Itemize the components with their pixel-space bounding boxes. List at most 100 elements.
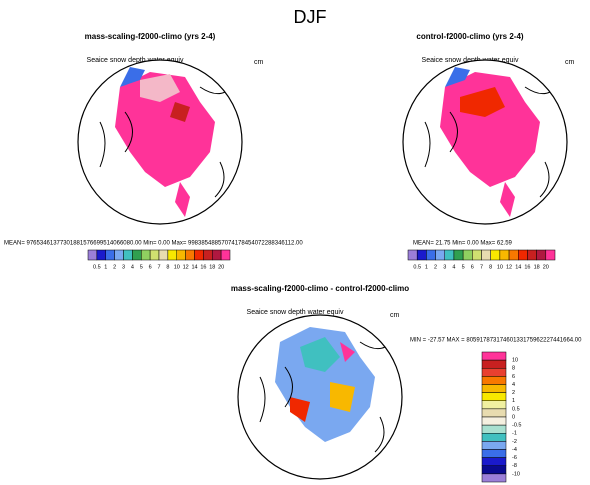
colorbar-box: [141, 249, 151, 261]
colorbar-box: [132, 249, 142, 261]
colorbar-label: 20: [543, 264, 549, 270]
colorbar-label: 18: [209, 264, 215, 270]
colorbar-box: [220, 249, 231, 261]
colorbar-label: 12: [506, 264, 512, 270]
colorbar-label: -1: [512, 431, 517, 437]
colorbar-box: [481, 416, 507, 426]
colorbar-box: [481, 408, 507, 418]
colorbar-box: [194, 249, 204, 261]
units: cm: [390, 312, 400, 319]
colorbar-box: [185, 249, 195, 261]
colorbar-label: 0.5: [413, 264, 421, 270]
colorbar-box: [167, 249, 177, 261]
colorbar-box: [481, 449, 507, 458]
colorbar-label: 5: [462, 264, 465, 270]
stats: MIN = -27.57 MAX = 805917873174601331759…: [410, 338, 582, 344]
colorbar-box: [462, 249, 473, 261]
colorbar-label: 20: [218, 264, 224, 270]
map: [77, 59, 243, 225]
colorbar-label: 6: [149, 264, 152, 270]
colorbar-box: [481, 400, 507, 410]
colorbar-label: 16: [524, 264, 530, 270]
colorbar-box: [481, 424, 507, 434]
colorbar-label: 18: [534, 264, 540, 270]
colorbar-label: 8: [489, 264, 492, 270]
colorbar-label: 3: [443, 264, 446, 270]
colorbar-box: [499, 249, 510, 261]
colorbar-box: [105, 249, 115, 261]
colorbar-box: [481, 465, 507, 475]
colorbar-box: [416, 249, 427, 261]
colorbar-box: [453, 249, 464, 261]
panel-title: mass-scaling-f2000-climo - control-f2000…: [231, 284, 409, 293]
colorbar-label: 6: [512, 374, 515, 380]
colorbar-box: [527, 249, 537, 261]
colorbar-box: [490, 249, 501, 261]
colorbar-box: [481, 433, 507, 442]
colorbar-box: [444, 249, 455, 261]
colorbar-box: [508, 249, 519, 261]
colorbar-label: -2: [512, 439, 517, 445]
units: cm: [565, 59, 575, 66]
colorbar-label: -10: [512, 471, 520, 477]
colorbar-box: [407, 249, 418, 261]
colorbar-label: 5: [140, 264, 143, 270]
colorbar-label: 2: [512, 390, 515, 396]
colorbar-label: 0.5: [512, 406, 520, 412]
colorbar-box: [149, 249, 160, 261]
colorbar-label: 4: [131, 264, 134, 270]
colorbar-box: [481, 384, 507, 393]
panel-title: control-f2000-climo (yrs 2-4): [416, 32, 523, 41]
colorbar-label: -4: [512, 447, 517, 453]
colorbar-box: [481, 457, 507, 466]
colorbar-box: [87, 249, 98, 261]
colorbar-label: 4: [452, 264, 455, 270]
colorbar-box: [212, 249, 222, 261]
colorbar-label: 4: [512, 382, 515, 388]
colorbar-box: [481, 441, 507, 450]
colorbar-box: [176, 249, 186, 261]
colorbar-label: 6: [471, 264, 474, 270]
colorbar-label: 14: [191, 264, 197, 270]
colorbar-box: [481, 359, 507, 369]
colorbar-box: [518, 249, 528, 261]
colorbar-label: 2: [434, 264, 437, 270]
colorbar-label: -8: [512, 463, 517, 469]
colorbar-box: [481, 249, 491, 261]
map: [402, 59, 568, 225]
colorbar-box: [481, 376, 507, 385]
colorbar-label: 12: [183, 264, 189, 270]
colorbar-label: 1: [425, 264, 428, 270]
colorbar-box: [435, 249, 445, 261]
colorbar-label: 16: [200, 264, 206, 270]
colorbar-box: [545, 249, 556, 261]
colorbar-label: 0.5: [93, 264, 101, 270]
colorbar-label: 10: [174, 264, 180, 270]
colorbar-box: [96, 249, 106, 261]
colorbar-box: [123, 249, 133, 261]
colorbar-box: [481, 368, 507, 377]
colorbar-box: [481, 392, 507, 401]
colorbar-box: [481, 351, 507, 361]
panel-title: mass-scaling-f2000-climo (yrs 2-4): [85, 32, 216, 41]
stats: MEAN= 21.75 Min= 0.00 Max= 62.59: [413, 241, 513, 247]
colorbar-label: -0.5: [512, 423, 521, 429]
colorbar-label: 10: [512, 358, 518, 364]
colorbar-label: 7: [157, 264, 160, 270]
colorbar-box: [426, 249, 436, 261]
panel-subtitle: Seaice snow depth water equiv: [247, 309, 344, 316]
colorbar-box: [203, 249, 213, 261]
stats: MEAN= 97653461377301881576699514066080.0…: [4, 241, 303, 247]
colorbar-label: 10: [497, 264, 503, 270]
colorbar-label: 2: [113, 264, 116, 270]
colorbar-label: 7: [480, 264, 483, 270]
panel-subtitle: Seaice snow depth water equiv: [87, 57, 184, 64]
colorbar-box: [114, 249, 124, 261]
map: [237, 314, 403, 480]
colorbar-label: 1: [512, 398, 515, 404]
colorbar-box: [158, 249, 169, 261]
colorbar-box: [536, 249, 547, 261]
colorbar-box: [472, 249, 482, 261]
figure-title: DJF: [294, 7, 327, 27]
